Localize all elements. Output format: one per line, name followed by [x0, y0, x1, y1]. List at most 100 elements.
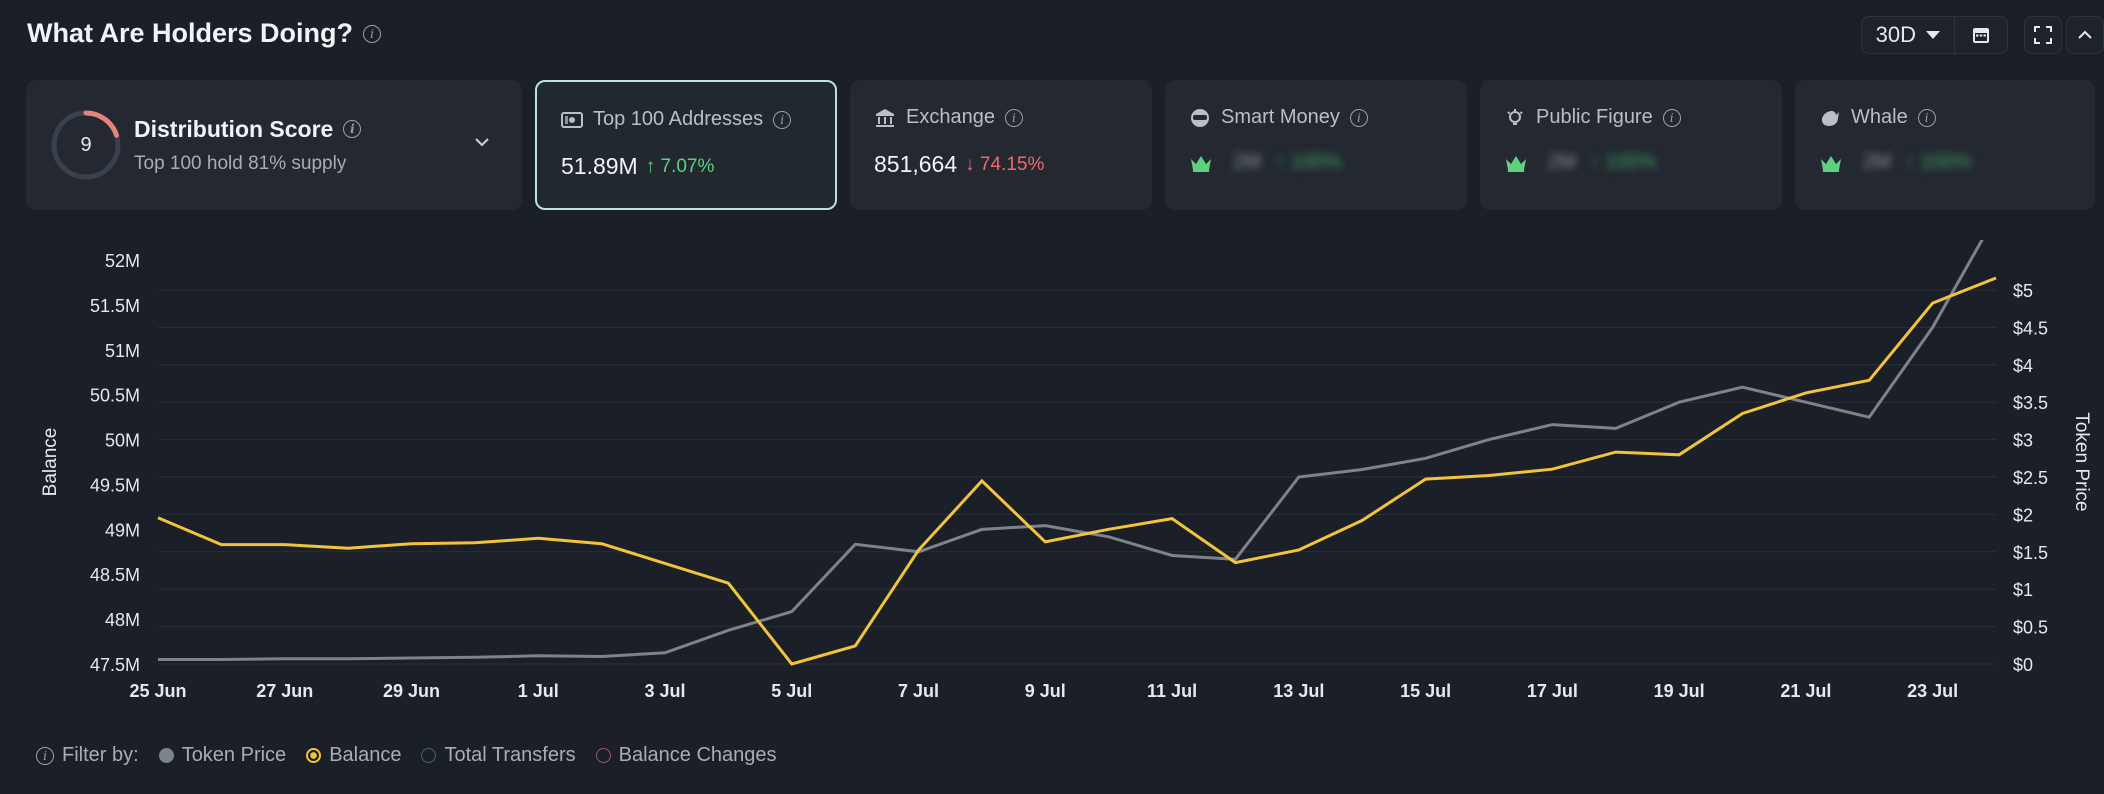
fullscreen-icon: [2034, 26, 2052, 44]
x-tick-label: 15 Jul: [1400, 681, 1451, 701]
x-tick-label: 23 Jul: [1907, 681, 1958, 701]
x-tick-label: 13 Jul: [1273, 681, 1324, 701]
x-tick-label: 7 Jul: [898, 681, 939, 701]
locked-value: 2M ↑ 100%: [1233, 151, 1342, 173]
card-label: Smart Money: [1221, 106, 1340, 128]
x-tick-label: 17 Jul: [1527, 681, 1578, 701]
x-tick-label: 27 Jun: [256, 681, 313, 701]
score-label: Distribution Score: [134, 115, 334, 142]
exchange-card[interactable]: Exchange i 851,664 ↓ 74.15%: [850, 80, 1152, 210]
y-tick-label: 51M: [105, 341, 140, 361]
info-icon[interactable]: i: [1004, 108, 1023, 127]
range-dropdown[interactable]: 30D: [1862, 17, 1955, 53]
locked-value: 2M ↑ 100%: [1548, 151, 1657, 173]
info-icon[interactable]: i: [1662, 108, 1681, 127]
whale-card[interactable]: Whale i 2M ↑ 100%: [1795, 80, 2095, 210]
chevron-down-icon[interactable]: [472, 132, 492, 152]
y2-axis-title: Token Price: [2071, 412, 2092, 511]
x-tick-label: 25 Jun: [129, 681, 186, 701]
y2-tick-label: $4: [2013, 356, 2033, 376]
y-tick-label: 52M: [105, 251, 140, 271]
y-tick-label: 49M: [105, 520, 140, 540]
x-tick-label: 5 Jul: [771, 681, 812, 701]
x-tick-label: 11 Jul: [1147, 681, 1197, 701]
series-line-token-price: [158, 240, 1984, 661]
filter-label: Filter by:: [62, 744, 139, 766]
filter-item-label: Token Price: [181, 744, 287, 766]
y-tick-label: 48M: [105, 610, 140, 630]
range-value: 30D: [1875, 22, 1916, 47]
y-tick-label: 49.5M: [90, 475, 140, 495]
locked-value: 2M ↑ 100%: [1863, 151, 1972, 173]
filter-balance[interactable]: Balance: [306, 744, 401, 767]
change-up: ↑ 7.07%: [645, 155, 715, 177]
filled-dot-icon: [158, 748, 174, 763]
card-value: 51.89M: [561, 153, 638, 179]
outline-dot-icon: [421, 748, 437, 763]
fullscreen-button[interactable]: [2024, 16, 2062, 54]
bank-icon: [874, 107, 896, 129]
mask-icon: [1189, 107, 1211, 129]
whale-icon: [1819, 107, 1841, 129]
crown-icon: [1821, 155, 1841, 172]
collapse-button[interactable]: [2066, 16, 2104, 54]
header-controls: 30D: [1860, 16, 2104, 54]
x-tick-label: 21 Jul: [1780, 681, 1831, 701]
holders-line-chart: 47.5M 48M 48.5M 49M 49.5M 50M 50.5M 51M 51.5M 52M…: [40, 240, 2092, 701]
series-line-balance: [157, 276, 1997, 666]
y2-tick-label: $5: [2013, 281, 2033, 301]
filter-balance-changes[interactable]: Balance Changes: [595, 744, 777, 767]
x-tick-label: 1 Jul: [518, 681, 559, 701]
info-icon[interactable]: i: [773, 110, 792, 129]
radio-dot-icon: [306, 748, 322, 763]
money-icon: [561, 109, 583, 131]
y-tick-label: 47.5M: [90, 655, 140, 675]
y-tick-label: 51.5M: [90, 296, 140, 316]
card-label: Whale: [1851, 106, 1908, 128]
info-icon[interactable]: i: [36, 746, 54, 765]
filter-item-label: Balance Changes: [618, 744, 777, 766]
info-icon[interactable]: i: [1917, 108, 1936, 127]
metric-cards: 9 Distribution Score i Top 100 hold 81% s…: [26, 80, 2095, 210]
x-tick-label: 29 Jun: [383, 681, 440, 701]
y2-tick-label: $1: [2013, 580, 2033, 600]
chevron-up-icon: [2078, 30, 2092, 39]
x-tick-label: 3 Jul: [645, 681, 686, 701]
card-label: Public Figure: [1536, 106, 1653, 128]
y2-tick-label: $3: [2013, 431, 2033, 451]
info-icon[interactable]: i: [363, 24, 382, 43]
bulb-icon: [1504, 107, 1526, 129]
caret-down-icon: [1926, 31, 1940, 39]
range-control: 30D: [1860, 16, 2008, 54]
card-value: 851,664: [874, 151, 958, 177]
y2-tick-label: $0: [2013, 655, 2033, 675]
outline-dot-icon: [595, 748, 611, 763]
crown-icon: [1506, 155, 1526, 172]
x-tick-label: 19 Jul: [1654, 681, 1705, 701]
filter-item-label: Total Transfers: [444, 744, 576, 766]
score-value: 9: [80, 133, 92, 156]
page-title: What Are Holders Doing?: [27, 18, 354, 48]
info-icon[interactable]: i: [1349, 108, 1368, 127]
section-header: What Are Holders Doing? i: [27, 18, 382, 49]
public-figure-card[interactable]: Public Figure i 2M ↑ 100%: [1480, 80, 1782, 210]
top-100-addresses-card[interactable]: Top 100 Addresses i 51.89M ↑ 7.07%: [535, 80, 837, 210]
card-label: Top 100 Addresses: [593, 108, 764, 130]
distribution-score-card[interactable]: 9 Distribution Score i Top 100 hold 81% s…: [26, 80, 522, 210]
crown-icon: [1191, 155, 1211, 172]
y-axis-title: Balance: [40, 428, 61, 497]
filter-token-price[interactable]: Token Price: [158, 744, 287, 767]
y-tick-label: 50.5M: [90, 386, 140, 406]
card-label: Exchange: [906, 106, 995, 128]
smart-money-card[interactable]: Smart Money i 2M ↑ 100%: [1165, 80, 1467, 210]
y2-tick-label: $2: [2013, 505, 2033, 525]
info-icon[interactable]: i: [343, 120, 362, 138]
calendar-button[interactable]: [1955, 17, 2007, 53]
y2-tick-label: $2.5: [2013, 468, 2048, 488]
filter-item-label: Balance: [329, 744, 402, 766]
change-down: ↓ 74.15%: [965, 153, 1045, 175]
score-subtitle: Top 100 hold 81% supply: [134, 152, 347, 174]
y2-tick-label: $3.5: [2013, 393, 2048, 413]
change-value: 74.15%: [979, 153, 1045, 175]
filter-total-transfers[interactable]: Total Transfers: [421, 744, 576, 767]
